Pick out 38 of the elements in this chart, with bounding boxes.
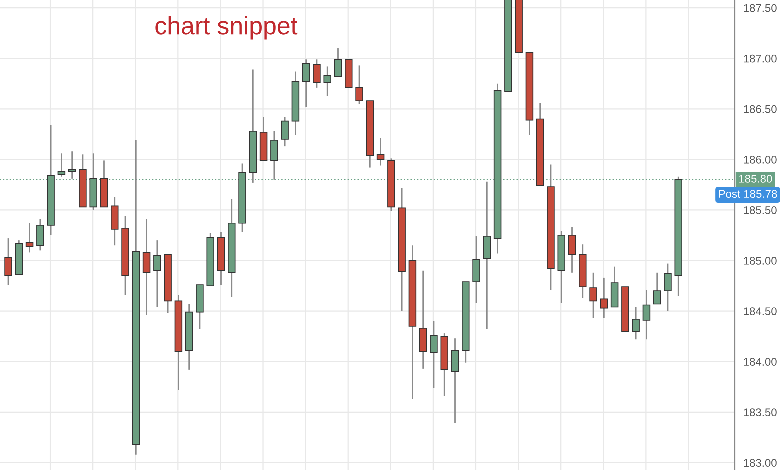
candlestick <box>632 306 640 340</box>
candlestick <box>4 238 12 286</box>
candlestick <box>302 58 310 108</box>
candlestick <box>568 226 576 274</box>
candlestick <box>356 65 364 105</box>
candlestick <box>653 272 662 305</box>
candlestick <box>111 196 119 246</box>
y-tick-label: 186.50 <box>744 105 777 114</box>
candlestick <box>26 222 34 254</box>
candlestick <box>376 138 385 166</box>
text: Post 185.78 <box>719 190 778 198</box>
candlestick <box>142 218 151 316</box>
candlestick <box>36 218 44 252</box>
y-tick-label: 186.00 <box>744 156 777 164</box>
candlestick <box>313 58 321 89</box>
y-tick-label: 183.00 <box>744 459 777 468</box>
y-tick-label: 185.50 <box>744 206 777 214</box>
candlestick <box>154 240 162 308</box>
candlestick <box>281 116 289 148</box>
y-tick-label: 183.50 <box>744 408 777 417</box>
candlestick <box>58 152 66 178</box>
candlestick <box>472 236 480 304</box>
candlestick <box>664 263 672 312</box>
candlestick <box>600 277 608 320</box>
ref-line-label: 185.80 <box>740 175 772 183</box>
candlestick <box>334 48 342 78</box>
candlestick <box>642 289 651 340</box>
candlestick <box>324 66 332 97</box>
y-tick-label: 185.00 <box>744 257 777 265</box>
candlestick <box>590 272 598 320</box>
text: chart snippet <box>156 16 298 40</box>
y-tick-label: 187.00 <box>744 54 777 63</box>
candlestick <box>419 270 428 370</box>
y-tick-label: 184.50 <box>744 308 777 316</box>
candlestick <box>430 320 438 389</box>
y-tick-label: 184.00 <box>744 358 777 366</box>
y-tick-label: 187.50 <box>744 4 777 12</box>
candlestick <box>451 338 460 424</box>
